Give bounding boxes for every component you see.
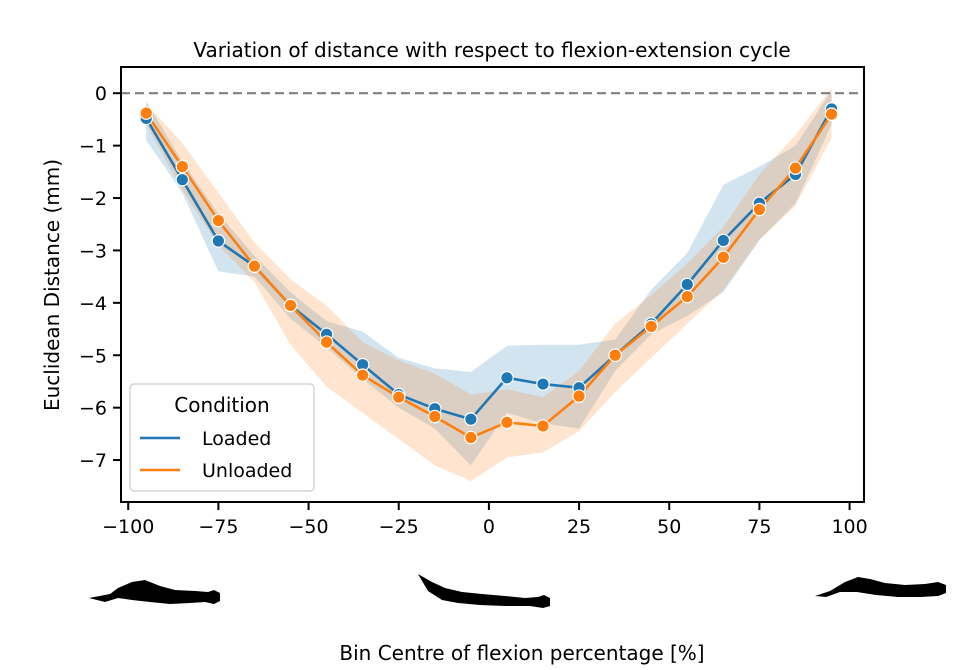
data-point-loaded (464, 412, 478, 426)
data-point-unloaded (319, 335, 334, 349)
plot-area (120, 66, 865, 503)
data-point-loaded (175, 172, 190, 187)
legend-label-loaded: Loaded (202, 428, 271, 450)
data-point-unloaded (355, 368, 370, 382)
raised-figure-icon (815, 577, 946, 597)
x-tick-label: −75 (198, 516, 238, 538)
y-tick-label: −6 (79, 398, 107, 420)
reclined-figure-icon (89, 580, 220, 604)
series-lines (145, 108, 833, 439)
data-point-loaded (680, 277, 695, 292)
data-point-unloaded (139, 106, 154, 120)
y-tick-label: −5 (79, 345, 107, 367)
x-tick-label: 25 (567, 516, 591, 538)
data-point-unloaded (283, 298, 298, 313)
x-tick-label: 0 (483, 516, 495, 538)
data-point-loaded (716, 233, 731, 248)
plot-frame (120, 66, 865, 503)
x-tick-label: 100 (831, 516, 867, 538)
x-axis-label: Bin Centre of flexion percentage [%] (339, 641, 704, 665)
data-point-unloaded (247, 259, 262, 273)
data-point-loaded (500, 370, 514, 385)
data-point-unloaded (427, 409, 442, 424)
series-points (139, 102, 839, 445)
chart-title: Variation of distance with respect to fl… (193, 38, 790, 62)
confidence-bands (146, 87, 832, 482)
data-point-loaded (536, 377, 550, 391)
legend-title: Condition (174, 393, 269, 417)
y-tick-label: 0 (95, 83, 107, 105)
data-point-unloaded (824, 107, 839, 121)
x-tick-label: −50 (288, 516, 328, 538)
data-point-unloaded (500, 415, 514, 430)
data-point-unloaded (788, 161, 803, 175)
y-tick-label: −2 (79, 188, 107, 210)
y-tick-label: −1 (79, 136, 107, 158)
data-point-unloaded (752, 202, 767, 217)
data-point-unloaded (536, 419, 550, 433)
data-point-unloaded (644, 319, 658, 334)
confidence-band-loaded (146, 90, 832, 466)
x-axis: −100 −75 −50 −25 0 25 50 75 100 (102, 502, 868, 538)
confidence-band-unloaded (146, 87, 832, 482)
data-point-unloaded (680, 289, 695, 304)
x-tick-label: 50 (657, 516, 681, 538)
series-line-unloaded (145, 112, 833, 439)
flat-figure-icon (418, 574, 550, 608)
legend: Condition Loaded Unloaded (129, 383, 315, 492)
y-tick-label: −4 (79, 293, 107, 315)
data-point-unloaded (716, 250, 731, 265)
y-tick-label: −7 (79, 450, 107, 472)
y-tick-label: −3 (79, 240, 107, 262)
x-tick-label: 75 (747, 516, 771, 538)
y-axis: 0 −1 −2 −3 −4 −5 −6 −7 (79, 83, 121, 472)
y-axis-label: Euclidean Distance (mm) (40, 159, 64, 411)
data-point-unloaded (608, 348, 622, 363)
data-point-unloaded (211, 213, 226, 228)
data-point-unloaded (464, 430, 478, 445)
data-point-unloaded (572, 389, 586, 403)
legend-box (129, 383, 315, 492)
data-point-unloaded (175, 159, 190, 174)
data-point-unloaded (391, 390, 406, 404)
x-tick-label: −100 (102, 516, 154, 538)
x-tick-label: −25 (379, 516, 419, 538)
data-point-loaded (211, 234, 226, 248)
legend-label-unloaded: Unloaded (202, 460, 292, 482)
